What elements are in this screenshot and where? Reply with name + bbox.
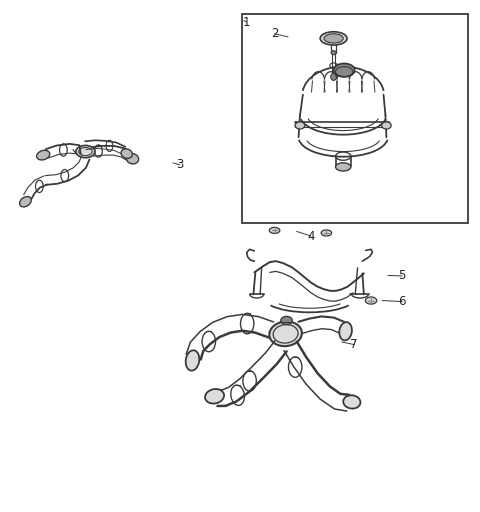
Ellipse shape [343,395,360,409]
Text: 6: 6 [398,295,406,308]
Ellipse shape [36,151,50,160]
Ellipse shape [269,227,280,233]
Ellipse shape [321,230,332,236]
Ellipse shape [126,154,139,164]
Ellipse shape [205,389,224,403]
Ellipse shape [382,122,391,129]
Ellipse shape [331,51,336,55]
Ellipse shape [281,316,292,325]
Ellipse shape [76,145,95,158]
Ellipse shape [334,63,355,77]
Ellipse shape [320,32,347,45]
Text: 4: 4 [307,229,315,243]
Ellipse shape [121,149,132,158]
Ellipse shape [20,197,31,207]
Bar [242,14,468,223]
Ellipse shape [269,322,302,346]
Text: 3: 3 [176,158,184,172]
Text: 5: 5 [398,269,406,283]
Ellipse shape [336,163,351,171]
Text: 2: 2 [271,27,278,40]
Ellipse shape [324,34,343,43]
Ellipse shape [365,297,377,304]
Ellipse shape [186,350,199,371]
Text: 7: 7 [350,338,358,351]
Text: 1: 1 [242,15,250,29]
Ellipse shape [331,73,336,80]
Ellipse shape [295,122,305,129]
Ellipse shape [339,322,352,340]
